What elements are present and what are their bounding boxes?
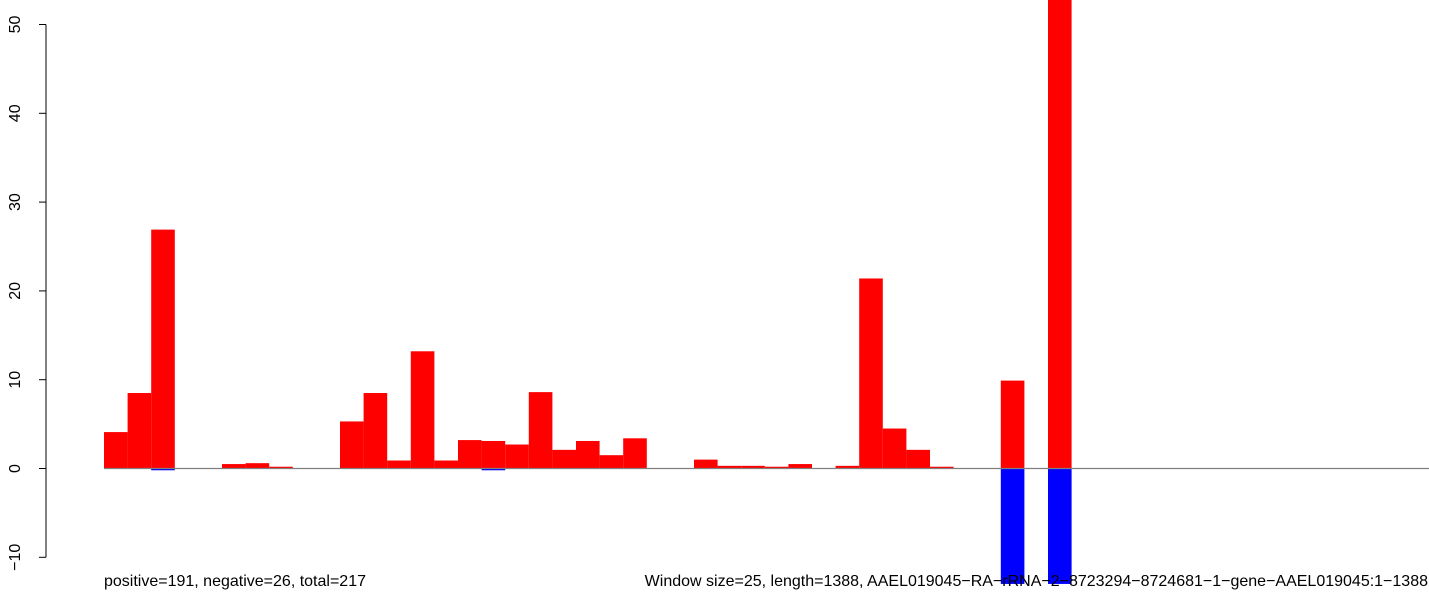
y-tick-label-0: 0 <box>7 464 24 473</box>
negative-bar-2 <box>151 468 175 471</box>
positive-bar-26 <box>717 465 742 469</box>
positive-bar-11 <box>363 393 388 469</box>
positive-bar-25 <box>694 459 718 469</box>
caption-window-info: Window size=25, length=1388, AAEL019045−… <box>645 573 1428 590</box>
positive-bar-13 <box>410 351 435 469</box>
positive-bar-7 <box>269 466 293 469</box>
positive-bar-22 <box>623 438 647 469</box>
positive-bar-33 <box>882 428 907 469</box>
positive-bar-18 <box>528 392 553 469</box>
positive-bar-21 <box>599 455 624 469</box>
positive-bar-1 <box>127 393 152 469</box>
positive-bar-31 <box>835 465 860 469</box>
positive-bar-32 <box>859 278 883 469</box>
positive-bar-35 <box>930 466 954 469</box>
positive-bar-5 <box>222 464 246 469</box>
y-axis: −10 0 10 20 30 40 50 <box>7 16 47 571</box>
caption-counts: positive=191, negative=26, total=217 <box>104 573 366 590</box>
positive-bar-6 <box>245 463 270 469</box>
positive-bar-16 <box>481 440 506 469</box>
positive-bar-40 <box>1048 0 1072 469</box>
negative-bars <box>151 468 1072 584</box>
positive-bar-15 <box>458 440 482 469</box>
y-tick-label-30: 30 <box>7 193 24 211</box>
positive-bar-29 <box>788 464 812 469</box>
positive-bar-2 <box>151 229 175 469</box>
y-tick-label-40: 40 <box>7 104 24 122</box>
positive-bar-14 <box>434 460 458 469</box>
y-tick-label-20: 20 <box>7 282 24 300</box>
y-tick-label-10: 10 <box>7 371 24 389</box>
negative-bar-38 <box>1000 468 1025 584</box>
y-tick-label--10: −10 <box>7 544 24 571</box>
positive-bar-19 <box>552 449 576 469</box>
positive-bar-20 <box>576 440 600 469</box>
positive-bar-10 <box>340 421 364 469</box>
positive-bar-17 <box>505 444 529 469</box>
positive-bar-34 <box>906 449 930 469</box>
negative-bar-40 <box>1048 468 1072 584</box>
positive-bar-0 <box>104 432 128 469</box>
positive-bar-27 <box>741 465 765 469</box>
negative-bar-16 <box>481 468 506 471</box>
y-tick-label-50: 50 <box>7 16 24 34</box>
positive-bar-28 <box>764 466 789 469</box>
positive-bar-38 <box>1000 380 1025 469</box>
positive-bar-12 <box>387 460 411 469</box>
positive-bars <box>104 0 1072 469</box>
